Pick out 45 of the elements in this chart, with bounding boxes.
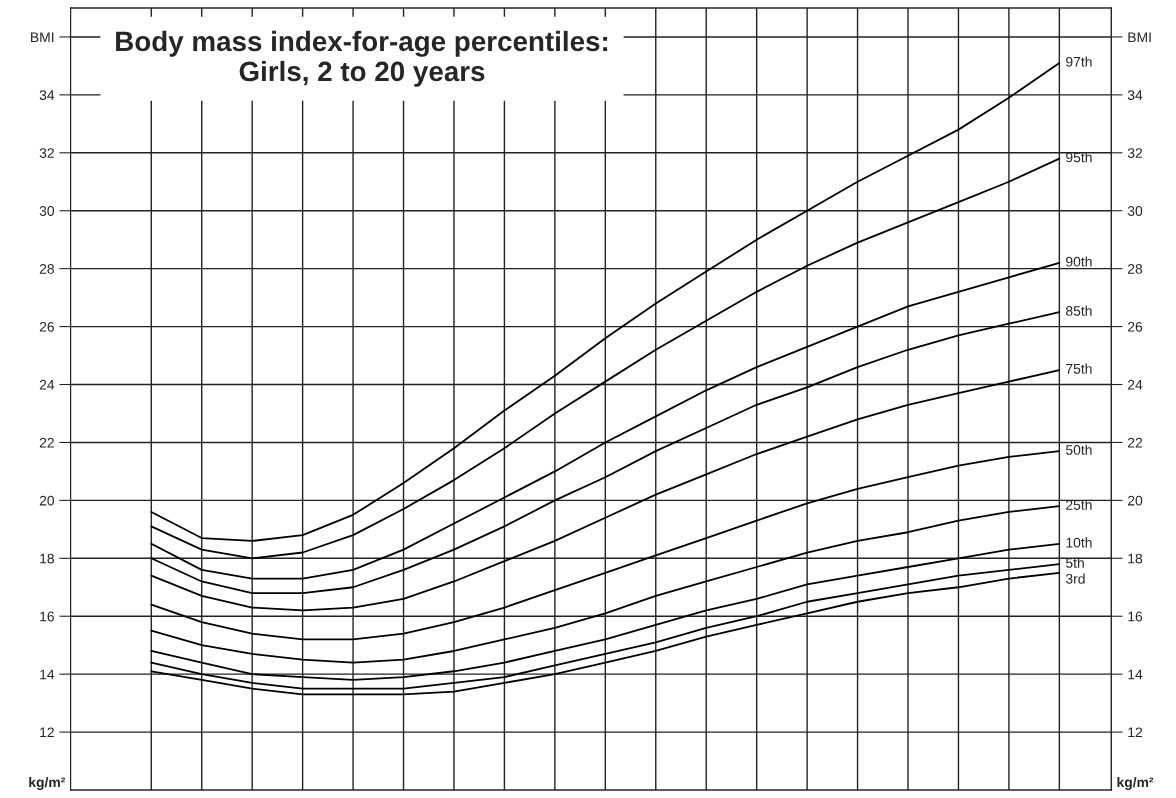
y2-tick-label: 26 <box>1127 321 1143 332</box>
series-label: 97th <box>1066 56 1092 67</box>
line-series <box>150 450 1061 641</box>
y-tick-label: 20 <box>39 495 55 506</box>
y2-tick-label: 18 <box>1128 553 1143 564</box>
line-series <box>150 261 1061 580</box>
line-series <box>150 311 1061 594</box>
y-tick-label: 18 <box>40 553 54 564</box>
line-series <box>150 157 1061 560</box>
text: Body mass index-for-age percentiles: Girls, 2 to 20 years <box>116 30 608 87</box>
y2-tick-label: 14 <box>1128 669 1143 680</box>
y2-tick-label: 16 <box>1128 611 1143 622</box>
line-series <box>150 542 1061 681</box>
y-tick-label: 22 <box>39 437 54 448</box>
series-label: 50th <box>1065 444 1092 455</box>
y-tick-label: 30 <box>39 206 55 216</box>
y2-tick-label: 34 <box>1127 90 1143 101</box>
y-tick-label: 16 <box>40 611 54 622</box>
y2-axis-title: kg/m² <box>1117 777 1154 791</box>
series-label: 3rd <box>1065 573 1085 584</box>
y-tick-label: 24 <box>39 379 55 390</box>
y-tick-label: 14 <box>40 669 55 680</box>
series-label: 85th <box>1066 305 1092 316</box>
line-series <box>150 369 1061 612</box>
y-tick-label: 28 <box>39 263 54 274</box>
y2-tick-label: 28 <box>1127 263 1143 274</box>
y-tick-label: 12 <box>40 727 54 738</box>
series-label: 75th <box>1066 363 1092 374</box>
y-tick-label: 34 <box>39 90 55 101</box>
series-label: 10th <box>1066 537 1092 548</box>
line-series <box>150 62 1061 542</box>
y2-tick-label: 22 <box>1127 437 1143 448</box>
series-label: 95th <box>1066 152 1092 163</box>
y2-tick-label: 12 <box>1128 727 1143 738</box>
y-tick-label: BMI <box>31 32 54 42</box>
y2-tick-label: BMI <box>1128 32 1151 42</box>
series-label: 90th <box>1066 256 1092 267</box>
y-tick-label: 26 <box>39 321 54 332</box>
y2-tick-label: 30 <box>1127 206 1143 216</box>
y2-tick-label: 32 <box>1127 148 1143 158</box>
y2-tick-label: 20 <box>1127 495 1143 506</box>
y-axis-title: kg/m² <box>29 777 66 791</box>
y-tick-label: 32 <box>39 148 54 158</box>
line-series <box>150 505 1061 664</box>
y2-tick-label: 24 <box>1127 379 1143 390</box>
